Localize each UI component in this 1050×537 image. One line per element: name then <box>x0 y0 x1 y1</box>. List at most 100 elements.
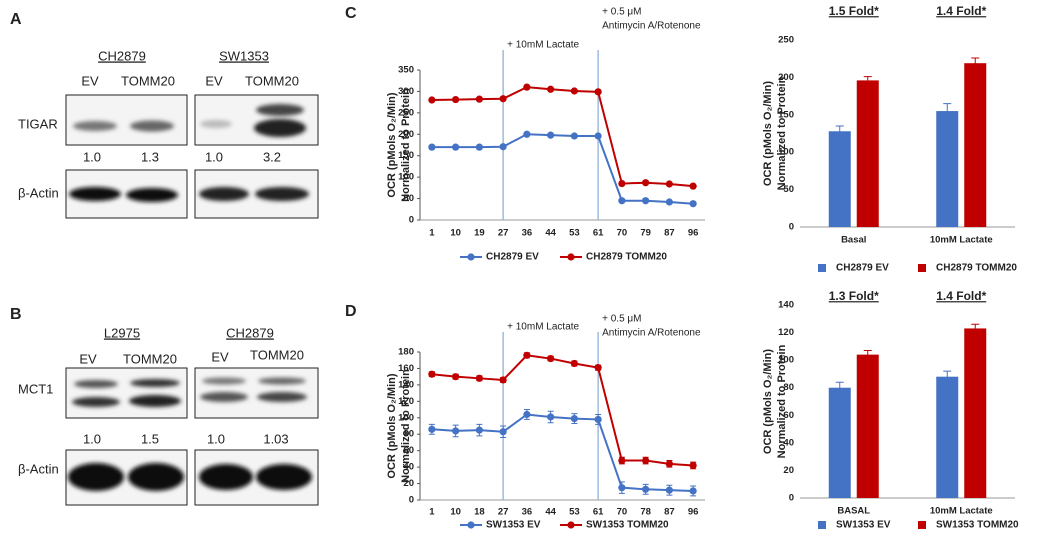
blot-box <box>65 94 188 146</box>
x-tick-label: 53 <box>569 507 580 518</box>
series-line <box>431 413 694 492</box>
y-tick-label: 80 <box>403 429 414 440</box>
band <box>199 187 249 201</box>
data-point <box>689 182 697 190</box>
quantification: 1.0 <box>205 149 223 164</box>
band <box>200 392 248 402</box>
x-tick-label: 10mM Lactate <box>930 235 993 246</box>
y-tick-label: 80 <box>783 382 794 393</box>
legend-label: CH2879 TOMM20 <box>586 252 667 263</box>
lane-label: EV <box>79 351 97 366</box>
quantification: 1.03 <box>263 431 288 446</box>
data-point <box>618 197 626 205</box>
data-point <box>547 413 555 421</box>
error-bar <box>835 125 844 137</box>
quantification: 1.3 <box>141 149 159 164</box>
y-tick-label: 140 <box>778 300 794 311</box>
x-tick-label: 10mM Lactate <box>930 506 993 517</box>
error-bar <box>863 76 872 85</box>
x-tick-label: 1 <box>429 228 435 239</box>
error-bar <box>971 57 980 69</box>
y-axis-label: OCR (pMols O₂/Min) <box>386 373 398 478</box>
legend-swatch <box>567 253 575 261</box>
y-tick-label: 20 <box>403 478 414 489</box>
data-point <box>475 426 483 434</box>
y-tick-label: 160 <box>398 363 414 374</box>
data-point <box>665 198 673 206</box>
data-point <box>570 415 578 423</box>
error-bar <box>943 370 952 383</box>
y-tick-label: 0 <box>789 493 794 504</box>
x-tick-label: 19 <box>474 228 485 239</box>
band <box>130 379 180 387</box>
y-tick-label: 250 <box>398 107 414 118</box>
legend-label: SW1353 TOMM20 <box>586 520 669 531</box>
cell-line: L2975 <box>104 325 140 340</box>
band <box>72 397 120 407</box>
bar <box>856 80 879 227</box>
y-tick-label: 300 <box>398 86 414 97</box>
band <box>129 395 181 407</box>
panel-label: A <box>10 11 22 28</box>
y-tick-label: 100 <box>778 147 794 158</box>
data-point <box>475 374 483 382</box>
data-point <box>594 415 602 424</box>
data-point <box>594 364 602 372</box>
bar <box>856 354 879 498</box>
y-axis-label: Normalized to Protein <box>776 344 788 458</box>
data-point <box>618 456 626 465</box>
series-line <box>431 86 694 188</box>
band <box>68 463 124 491</box>
legend-swatch <box>918 264 926 272</box>
quantification: 1.5 <box>141 431 159 446</box>
y-tick-label: 200 <box>398 129 414 140</box>
y-tick-label: 40 <box>783 437 794 448</box>
band <box>130 120 174 132</box>
band <box>256 464 312 490</box>
annotation: + 0.5 μM <box>602 7 641 18</box>
x-tick-label: 87 <box>664 228 675 239</box>
x-tick-label: 79 <box>640 228 651 239</box>
data-point <box>618 484 626 492</box>
data-point <box>665 180 673 188</box>
quantification: 1.0 <box>83 431 101 446</box>
y-axis-label: Normalized to Protein <box>400 88 412 202</box>
data-point <box>452 427 460 435</box>
data-point <box>594 132 602 140</box>
band <box>74 380 118 388</box>
bar <box>828 387 851 498</box>
series-line <box>431 133 694 205</box>
x-tick-label: 36 <box>522 507 533 518</box>
band <box>255 187 309 201</box>
y-tick-label: 60 <box>783 410 794 421</box>
data-point <box>499 95 507 103</box>
group-title: 1.5 Fold* <box>829 4 879 18</box>
legend-swatch <box>918 521 926 529</box>
bar <box>936 111 959 227</box>
y-tick-label: 0 <box>789 222 794 233</box>
y-tick-label: 50 <box>403 193 414 204</box>
annotation: Antimycin A/Rotenone <box>602 21 701 32</box>
protein-label: TIGAR <box>18 116 58 131</box>
error-bar <box>835 381 844 394</box>
x-tick-label: 78 <box>640 507 651 518</box>
x-tick-label: 44 <box>545 507 556 518</box>
annotation: + 0.5 μM <box>602 314 641 325</box>
band <box>200 120 232 128</box>
blot-box <box>65 367 188 419</box>
x-tick-label: 70 <box>617 228 628 239</box>
protein-label: β-Actin <box>18 185 59 200</box>
legend-label: SW1353 EV <box>836 520 891 531</box>
y-tick-label: 120 <box>778 327 794 338</box>
band <box>73 121 117 131</box>
data-point <box>428 425 436 433</box>
legend-swatch <box>567 521 575 529</box>
band <box>254 119 306 137</box>
lane-label: TOMM20 <box>123 351 177 366</box>
lane-label: TOMM20 <box>121 73 175 88</box>
data-point <box>642 197 650 205</box>
x-tick-label: 18 <box>474 507 485 518</box>
band <box>128 463 184 491</box>
data-point <box>523 351 531 359</box>
legend-swatch <box>818 264 826 272</box>
